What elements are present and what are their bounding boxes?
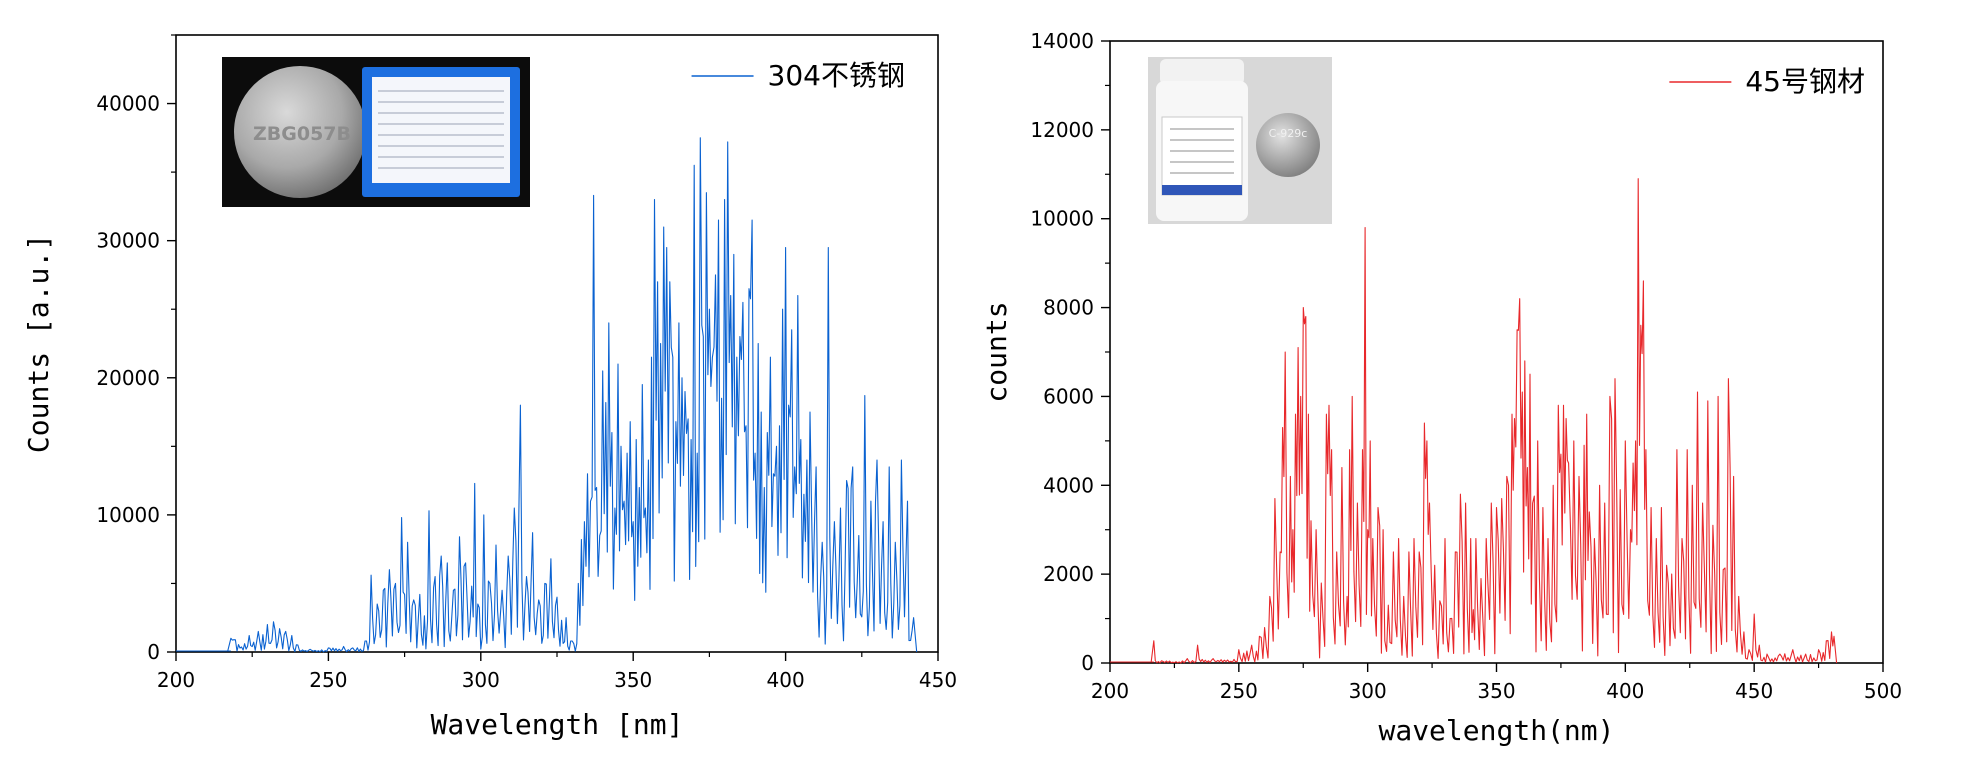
x-tick-label: 350	[1477, 679, 1515, 703]
y-axis-title: Counts [a.u.]	[22, 234, 55, 453]
chart-1: 200 250 300 350 400 450 0 10000 20000 30000 40000 W…	[22, 34, 957, 741]
disc-engraving: ZBG057B	[253, 123, 351, 145]
x-tick-label: 300	[462, 668, 500, 692]
y-tick-label: 40000	[96, 92, 160, 116]
x-tick-label: 250	[309, 668, 347, 692]
x-tick-label: 300	[1349, 679, 1387, 703]
legend-label: 304不锈钢	[768, 59, 905, 92]
y-tick-label: 6000	[1043, 384, 1094, 408]
x-axis-title: wavelength(nm)	[1378, 714, 1614, 747]
y-tick-label: 20000	[96, 366, 160, 390]
x-tick-label: 250	[1220, 679, 1258, 703]
x-tick-label: 450	[1735, 679, 1773, 703]
legend: 304不锈钢	[691, 59, 905, 92]
x-tick-label: 400	[1606, 679, 1644, 703]
x-tick-label: 350	[614, 668, 652, 692]
y-tick-label: 12000	[1030, 118, 1094, 142]
x-axis-title: Wavelength [nm]	[431, 708, 684, 741]
x-tick-label: 500	[1864, 679, 1902, 703]
legend-label: 45号钢材	[1745, 65, 1865, 98]
inset-photo: ZBG057B	[222, 57, 530, 207]
y-tick-label: 0	[1081, 651, 1094, 675]
x-tick-label: 450	[919, 668, 957, 692]
x-tick-label: 400	[767, 668, 805, 692]
y-tick-label: 2000	[1043, 562, 1094, 586]
y-tick-label: 0	[147, 640, 160, 664]
chart-2: 200 250 300 350 400 450 500 0 2000 4000 6000 8000 10…	[980, 29, 1902, 747]
x-tick-label: 200	[1091, 679, 1129, 703]
inset-photo: C-929c	[1148, 57, 1332, 224]
y-tick-label: 4000	[1043, 473, 1094, 497]
x-tick-label: 200	[157, 668, 195, 692]
sample-disc	[1256, 113, 1320, 177]
y-tick-label: 8000	[1043, 296, 1094, 320]
certificate-paper	[372, 77, 510, 183]
y-tick-label: 30000	[96, 229, 160, 253]
y-tick-label: 10000	[1030, 207, 1094, 231]
y-axis-title: counts	[980, 301, 1013, 402]
sample-disc	[234, 66, 366, 198]
y-tick-label: 14000	[1030, 29, 1094, 53]
legend: 45号钢材	[1669, 65, 1865, 98]
disc-engraving: C-929c	[1269, 127, 1308, 140]
spectrum-line	[1150, 178, 1838, 664]
spectrum-line	[227, 137, 918, 653]
y-tick-label: 10000	[96, 503, 160, 527]
